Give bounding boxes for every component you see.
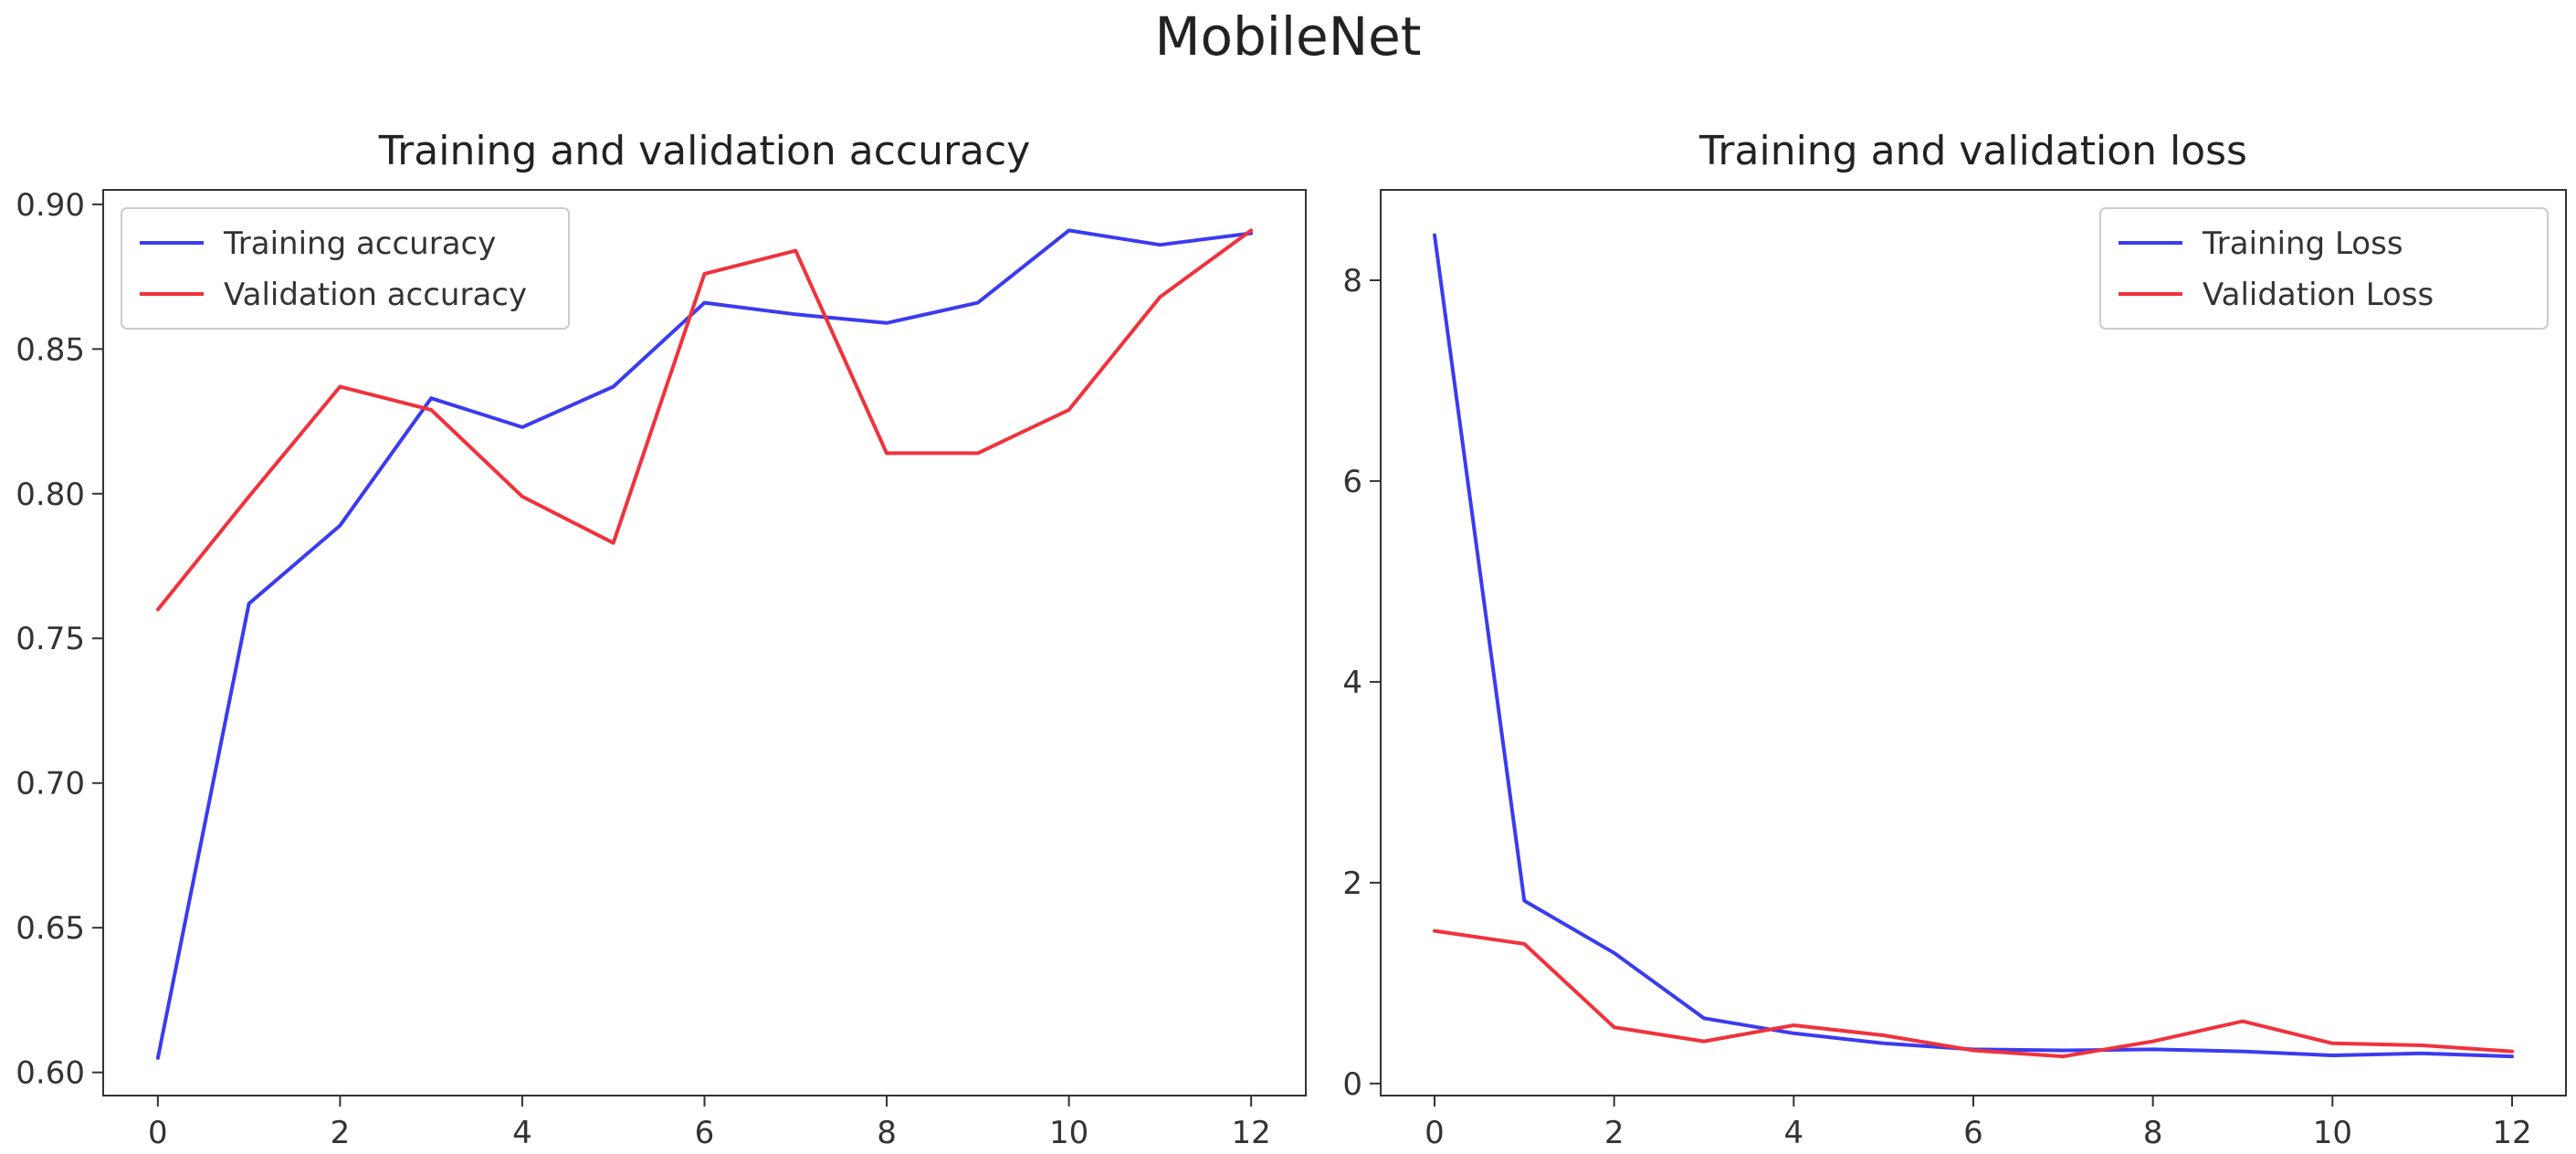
legend-box (121, 207, 570, 330)
y-tick-label: 0.70 (16, 766, 85, 803)
x-tick-label: 6 (695, 1115, 715, 1151)
x-tick-label: 6 (1963, 1115, 1983, 1151)
y-tick-label: 0.85 (16, 331, 85, 368)
panel-title: Training and validation loss (1698, 128, 2247, 174)
x-tick-label: 12 (2492, 1115, 2531, 1151)
y-tick-label: 4 (1342, 665, 1362, 701)
legend-label: Validation accuracy (224, 277, 527, 313)
series-line-validation (155, 228, 1254, 612)
x-tick-label: 10 (1049, 1115, 1088, 1151)
y-tick-label: 0.90 (16, 187, 85, 224)
accuracy-panel: Training and validation accuracy 0.60 0.65… (16, 128, 1307, 1151)
x-tick-label: 2 (1604, 1115, 1624, 1151)
x-tick-label: 0 (148, 1115, 168, 1151)
series-line-training (1433, 233, 2514, 1059)
panel-title: Training and validation accuracy (378, 128, 1031, 174)
x-tick-label: 0 (1425, 1115, 1445, 1151)
x-tick-label: 10 (2313, 1115, 2352, 1151)
y-tick-label: 0.75 (16, 621, 85, 657)
legend-label: Training accuracy (223, 226, 496, 262)
legend-label: Validation Loss (2203, 277, 2434, 313)
plot-frame (102, 189, 1307, 1096)
x-tick-label: 4 (1784, 1115, 1804, 1151)
y-tick-label: 0.65 (16, 910, 85, 947)
legend-label: Training Loss (2202, 226, 2403, 262)
y-tick-label: 6 (1342, 464, 1362, 500)
legend-box (2099, 207, 2549, 330)
x-tick-label: 12 (1232, 1115, 1271, 1151)
loss-panel: Training and validation loss 0 2 4 6 8 0 2 4 6 8 10… (1342, 128, 2567, 1151)
y-tick-label: 8 (1342, 263, 1362, 299)
x-tick-label: 4 (512, 1115, 532, 1151)
series-line-validation (1433, 928, 2514, 1059)
y-tick-label: 0.80 (16, 477, 85, 513)
x-tick-label: 8 (2143, 1115, 2163, 1151)
y-tick-label: 0.60 (16, 1055, 85, 1092)
y-tick-label: 2 (1342, 866, 1362, 902)
x-tick-label: 2 (331, 1115, 351, 1151)
y-tick-label: 0 (1342, 1066, 1362, 1103)
x-tick-label: 8 (877, 1115, 897, 1151)
figure-title: MobileNet (1154, 5, 1422, 68)
plot-frame (1380, 189, 2567, 1096)
series-line-training (155, 228, 1254, 1060)
